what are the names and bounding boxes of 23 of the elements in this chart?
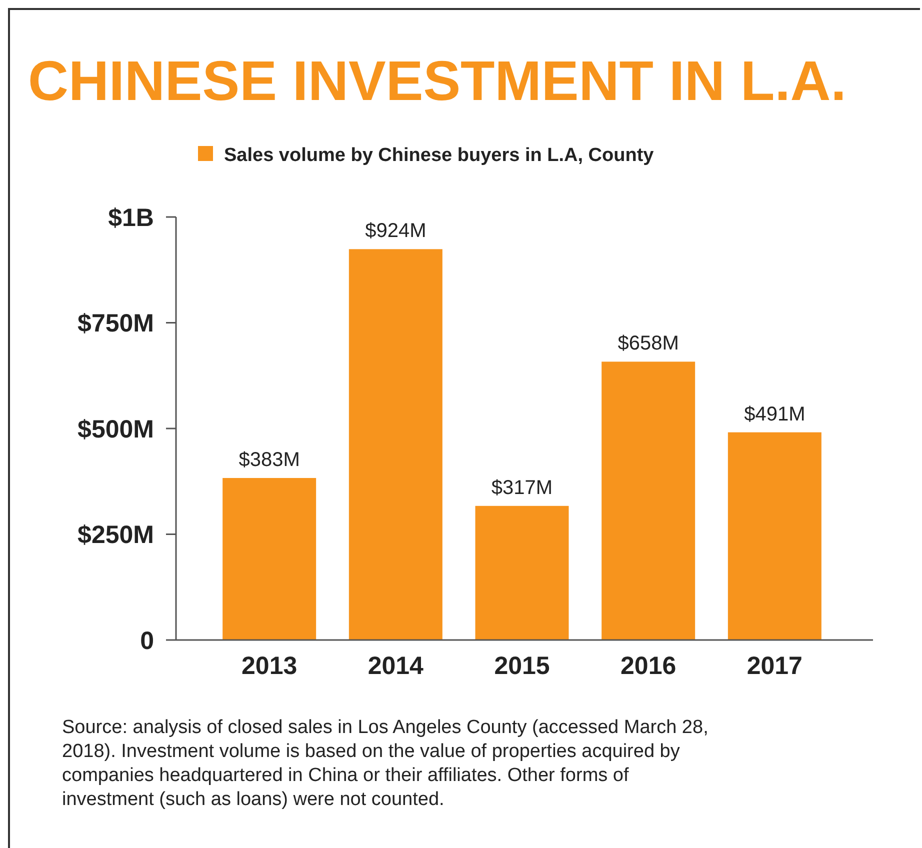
- y-tick-label: $1B: [108, 204, 154, 232]
- chart-title: CHINESE INVESTMENT IN L.A.: [28, 49, 846, 112]
- source-note: Source: analysis of closed sales in Los Angeles County (accessed March 28, 2018). Investment volume is based on the value of properties acquired by companies headquartered in China or their affiliates. Other forms of investment (such as loans) were not counted.: [62, 717, 708, 810]
- bar: [602, 362, 696, 640]
- x-tick-label: 2017: [746, 652, 802, 680]
- legend-label: Sales volume by Chinese buyers in L.A, County: [224, 145, 654, 166]
- data-label: $491M: [744, 403, 806, 426]
- data-label: $924M: [365, 220, 426, 242]
- x-tick-label: 2015: [494, 652, 550, 680]
- bar: [222, 478, 316, 640]
- x-tick-label: 2013: [242, 652, 298, 680]
- y-tick-label: $750M: [78, 310, 154, 338]
- bar: [475, 506, 569, 640]
- bar: [348, 249, 442, 640]
- x-tick-label: 2016: [620, 652, 676, 680]
- x-tick-label: 2014: [368, 652, 424, 680]
- y-tick-label: $250M: [78, 521, 154, 549]
- data-label: $383M: [238, 448, 300, 471]
- y-tick-label: $500M: [78, 415, 154, 444]
- bar: [728, 432, 822, 640]
- data-label: $317M: [491, 476, 553, 499]
- data-label: $658M: [618, 332, 679, 355]
- y-tick-label: 0: [140, 626, 154, 655]
